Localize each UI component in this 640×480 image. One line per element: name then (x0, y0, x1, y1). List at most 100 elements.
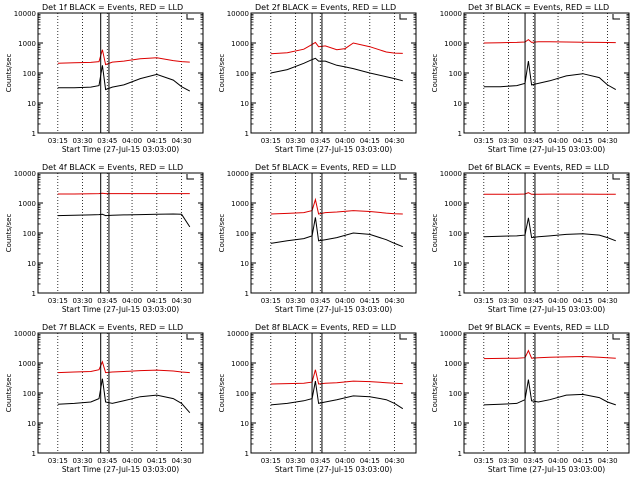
series-line-lld (483, 349, 616, 360)
legend-bracket (399, 174, 407, 180)
x-tick-label: 03:30 (498, 297, 518, 305)
y-tick-label: 1 (458, 130, 462, 138)
y-tick-label: 1 (32, 450, 36, 458)
x-tick-label: 03:30 (72, 137, 92, 145)
x-tick-label: 03:30 (285, 457, 305, 465)
series-line-events (270, 217, 403, 248)
x-tick-label: 03:15 (474, 297, 494, 305)
x-tick-label: 03:45 (310, 297, 330, 305)
y-tick-label: 10 (27, 100, 36, 108)
x-axis-label: Start Time (27-Jul-15 03:03:00) (488, 145, 605, 154)
y-tick-label: 1 (245, 130, 249, 138)
y-tick-label: 100 (23, 390, 36, 398)
legend-bracket (186, 334, 194, 340)
y-tick-label: 1 (458, 290, 462, 298)
x-tick-label: 04:30 (384, 297, 404, 305)
series-line-lld (483, 38, 616, 44)
chart-title: Det 9f BLACK = Events, RED = LLD (468, 323, 609, 332)
series-line-events (483, 61, 617, 91)
series-line-lld (57, 49, 190, 66)
x-tick-label: 04:15 (573, 297, 593, 305)
x-axis-label: Start Time (27-Jul-15 03:03:00) (62, 305, 179, 314)
x-tick-label: 03:30 (498, 137, 518, 145)
x-tick-label: 03:15 (261, 457, 281, 465)
y-tick-label: 1000 (444, 200, 462, 208)
x-tick-label: 04:30 (384, 457, 404, 465)
x-tick-label: 04:00 (548, 297, 568, 305)
series-line-events (483, 379, 616, 406)
y-tick-label: 10 (453, 260, 462, 268)
chart-panel-1: Det 1f BLACK = Events, RED = LLD 03:15 03:… (5, 3, 204, 154)
y-tick-label: 1000 (231, 200, 249, 208)
x-tick-label: 03:30 (72, 457, 92, 465)
y-tick-label: 1000 (444, 360, 462, 368)
x-tick-label: 03:15 (48, 297, 68, 305)
y-tick-label: 1 (458, 450, 462, 458)
series-line-events (483, 217, 616, 242)
x-axis-label: Start Time (27-Jul-15 03:03:00) (275, 145, 392, 154)
x-tick-label: 03:15 (261, 137, 281, 145)
series-line-lld (57, 360, 190, 374)
x-tick-label: 03:15 (474, 457, 494, 465)
y-tick-label: 100 (23, 70, 36, 78)
x-tick-label: 04:30 (597, 457, 617, 465)
chart-title: Det 7f BLACK = Events, RED = LLD (42, 323, 183, 332)
chart-title: Det 8f BLACK = Events, RED = LLD (255, 323, 396, 332)
x-tick-label: 04:15 (147, 137, 167, 145)
legend-bracket (612, 14, 620, 20)
y-axis-label: Counts/sec (218, 374, 226, 413)
y-tick-label: 10000 (14, 10, 36, 18)
x-tick-label: 04:15 (147, 457, 167, 465)
y-axis-label: Counts/sec (431, 214, 439, 253)
x-tick-label: 04:30 (171, 137, 191, 145)
y-axis-label: Counts/sec (431, 54, 439, 93)
legend-bracket (399, 334, 407, 340)
x-tick-label: 04:00 (548, 457, 568, 465)
chart-panel-5: Det 5f BLACK = Events, RED = LLD 03:15 03:… (218, 163, 417, 314)
y-tick-label: 1 (32, 290, 36, 298)
x-tick-label: 04:00 (548, 137, 568, 145)
series-line-events (270, 381, 404, 410)
y-tick-label: 1000 (18, 40, 36, 48)
x-axis-label: Start Time (27-Jul-15 03:03:00) (62, 465, 179, 474)
series-line-events (57, 65, 191, 92)
x-tick-label: 04:15 (360, 457, 380, 465)
x-tick-label: 04:00 (122, 137, 142, 145)
x-tick-label: 04:15 (147, 297, 167, 305)
x-tick-label: 03:30 (285, 297, 305, 305)
y-tick-label: 100 (449, 70, 462, 78)
y-tick-label: 1 (245, 290, 249, 298)
x-tick-label: 03:45 (523, 297, 543, 305)
chart-panel-7: Det 7f BLACK = Events, RED = LLD 03:15 03:… (5, 323, 204, 474)
y-tick-label: 10000 (227, 10, 249, 18)
y-tick-label: 1000 (444, 40, 462, 48)
y-axis-label: Counts/sec (5, 374, 13, 413)
x-tick-label: 04:30 (171, 457, 191, 465)
x-tick-label: 04:15 (573, 137, 593, 145)
y-tick-label: 10 (240, 260, 249, 268)
y-tick-label: 100 (449, 230, 462, 238)
x-tick-label: 03:45 (97, 457, 117, 465)
y-tick-label: 100 (236, 390, 249, 398)
chart-panel-4: Det 4f BLACK = Events, RED = LLD 03:15 03:… (5, 163, 204, 314)
chart-title: Det 1f BLACK = Events, RED = LLD (42, 3, 183, 12)
y-tick-label: 1000 (231, 40, 249, 48)
y-tick-label: 100 (449, 390, 462, 398)
y-tick-label: 10000 (227, 330, 249, 338)
x-tick-label: 04:30 (597, 137, 617, 145)
x-tick-label: 04:00 (122, 297, 142, 305)
y-tick-label: 100 (236, 70, 249, 78)
x-tick-label: 04:30 (384, 137, 404, 145)
chart-title: Det 2f BLACK = Events, RED = LLD (255, 3, 396, 12)
legend-bracket (186, 14, 194, 20)
y-axis-label: Counts/sec (5, 54, 13, 93)
y-tick-label: 1000 (231, 360, 249, 368)
x-tick-label: 03:45 (523, 457, 543, 465)
x-tick-label: 03:15 (474, 137, 494, 145)
y-tick-label: 10000 (440, 330, 462, 338)
x-tick-label: 03:45 (523, 137, 543, 145)
series-line-events (57, 378, 191, 414)
x-tick-label: 03:30 (285, 137, 305, 145)
y-tick-label: 10000 (227, 170, 249, 178)
